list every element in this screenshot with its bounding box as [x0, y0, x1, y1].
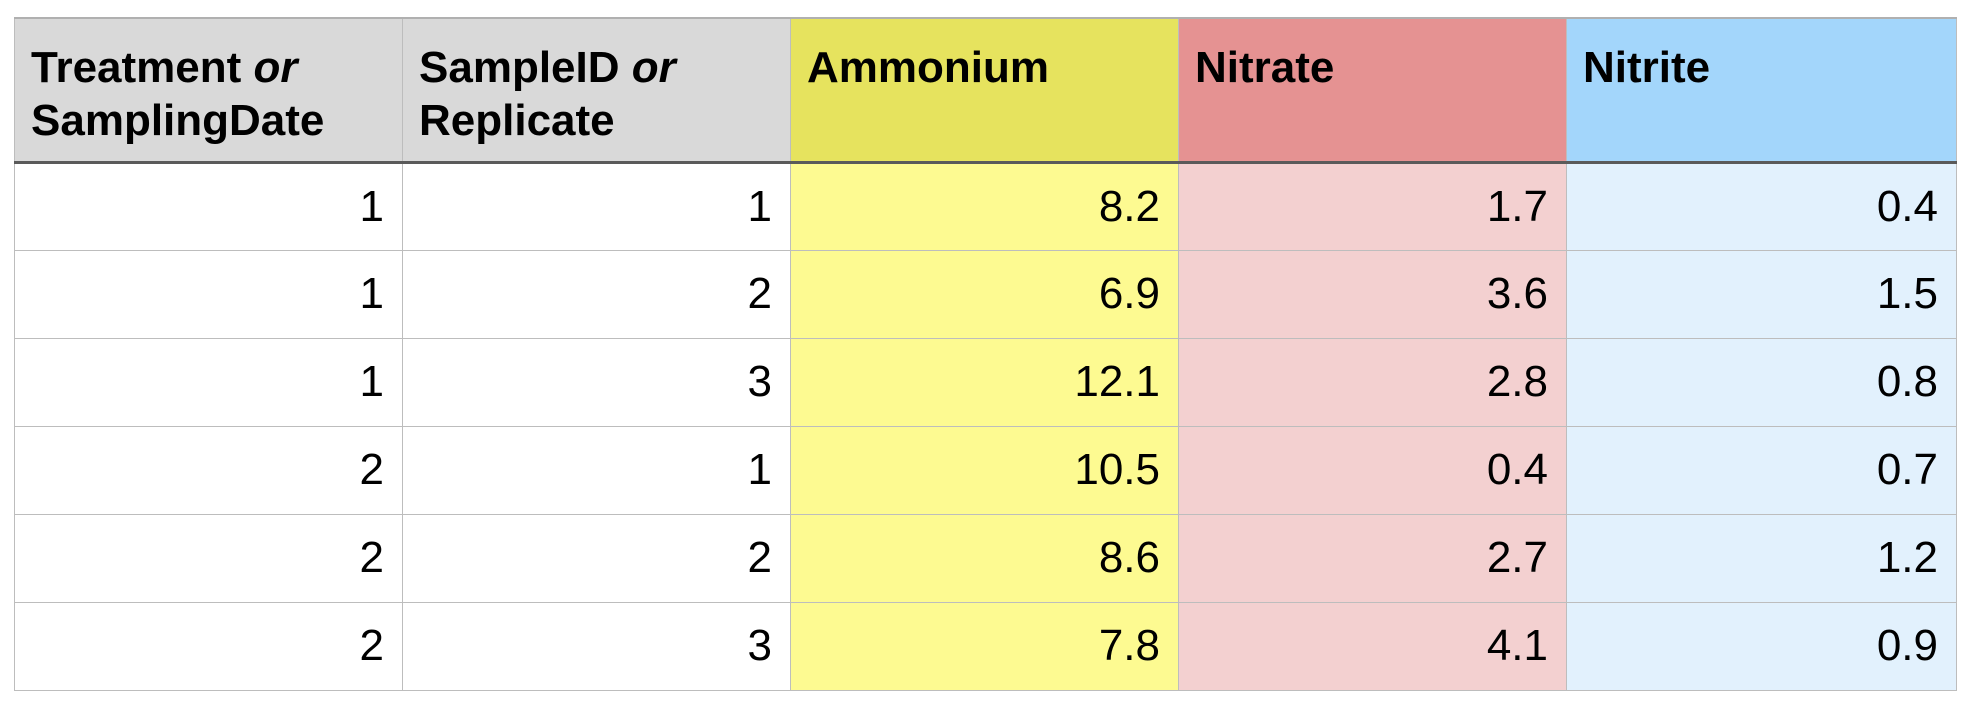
header-nitrate[interactable]: Nitrate — [1178, 17, 1567, 164]
cell-ammonium[interactable]: 12.1 — [790, 337, 1179, 427]
cell-ammonium[interactable]: 7.8 — [790, 601, 1179, 691]
cell-nitrate[interactable]: 4.1 — [1178, 601, 1567, 691]
table-row: 1 3 12.1 2.8 0.8 — [14, 337, 1957, 427]
header-sampleid-or: or — [631, 43, 676, 92]
cell-ammonium[interactable]: 8.6 — [790, 513, 1179, 603]
cell-treatment[interactable]: 1 — [14, 161, 403, 251]
header-sampleid[interactable]: SampleID or Replicate — [402, 17, 791, 164]
table-body: 1 1 8.2 1.7 0.4 1 2 6.9 3.6 1.5 1 3 12.1… — [14, 161, 1957, 691]
cell-nitrite[interactable]: 1.2 — [1566, 513, 1957, 603]
header-row: Treatment or SamplingDate SampleID or Re… — [14, 17, 1957, 164]
cell-sampleid[interactable]: 3 — [402, 601, 791, 691]
header-ammonium[interactable]: Ammonium — [790, 17, 1179, 164]
cell-nitrite[interactable]: 0.7 — [1566, 425, 1957, 515]
table-row: 1 2 6.9 3.6 1.5 — [14, 249, 1957, 339]
cell-treatment[interactable]: 2 — [14, 425, 403, 515]
cell-sampleid[interactable]: 2 — [402, 249, 791, 339]
cell-treatment[interactable]: 2 — [14, 513, 403, 603]
cell-sampleid[interactable]: 2 — [402, 513, 791, 603]
header-treatment[interactable]: Treatment or SamplingDate — [14, 17, 403, 164]
data-table: Treatment or SamplingDate SampleID or Re… — [14, 17, 1957, 691]
cell-nitrite[interactable]: 0.9 — [1566, 601, 1957, 691]
table-header: Treatment or SamplingDate SampleID or Re… — [14, 17, 1957, 164]
cell-sampleid[interactable]: 1 — [402, 161, 791, 251]
table-row: 2 1 10.5 0.4 0.7 — [14, 425, 1957, 515]
cell-ammonium[interactable]: 6.9 — [790, 249, 1179, 339]
cell-treatment[interactable]: 2 — [14, 601, 403, 691]
header-treatment-or: or — [253, 43, 298, 92]
cell-sampleid[interactable]: 1 — [402, 425, 791, 515]
cell-ammonium[interactable]: 10.5 — [790, 425, 1179, 515]
cell-nitrate[interactable]: 2.8 — [1178, 337, 1567, 427]
header-treatment-sub: SamplingDate — [31, 96, 325, 145]
cell-nitrate[interactable]: 1.7 — [1178, 161, 1567, 251]
cell-nitrite[interactable]: 1.5 — [1566, 249, 1957, 339]
table-row: 2 3 7.8 4.1 0.9 — [14, 601, 1957, 691]
cell-treatment[interactable]: 1 — [14, 337, 403, 427]
header-nitrite[interactable]: Nitrite — [1566, 17, 1957, 164]
header-treatment-main: Treatment — [31, 43, 242, 92]
cell-nitrate[interactable]: 2.7 — [1178, 513, 1567, 603]
cell-nitrate[interactable]: 0.4 — [1178, 425, 1567, 515]
spreadsheet: Treatment or SamplingDate SampleID or Re… — [14, 17, 1957, 691]
cell-sampleid[interactable]: 3 — [402, 337, 791, 427]
cell-nitrite[interactable]: 0.4 — [1566, 161, 1957, 251]
cell-nitrate[interactable]: 3.6 — [1178, 249, 1567, 339]
header-sampleid-sub: Replicate — [419, 96, 615, 145]
cell-ammonium[interactable]: 8.2 — [790, 161, 1179, 251]
table-row: 1 1 8.2 1.7 0.4 — [14, 161, 1957, 251]
header-sampleid-main: SampleID — [419, 43, 620, 92]
cell-treatment[interactable]: 1 — [14, 249, 403, 339]
cell-nitrite[interactable]: 0.8 — [1566, 337, 1957, 427]
table-row: 2 2 8.6 2.7 1.2 — [14, 513, 1957, 603]
